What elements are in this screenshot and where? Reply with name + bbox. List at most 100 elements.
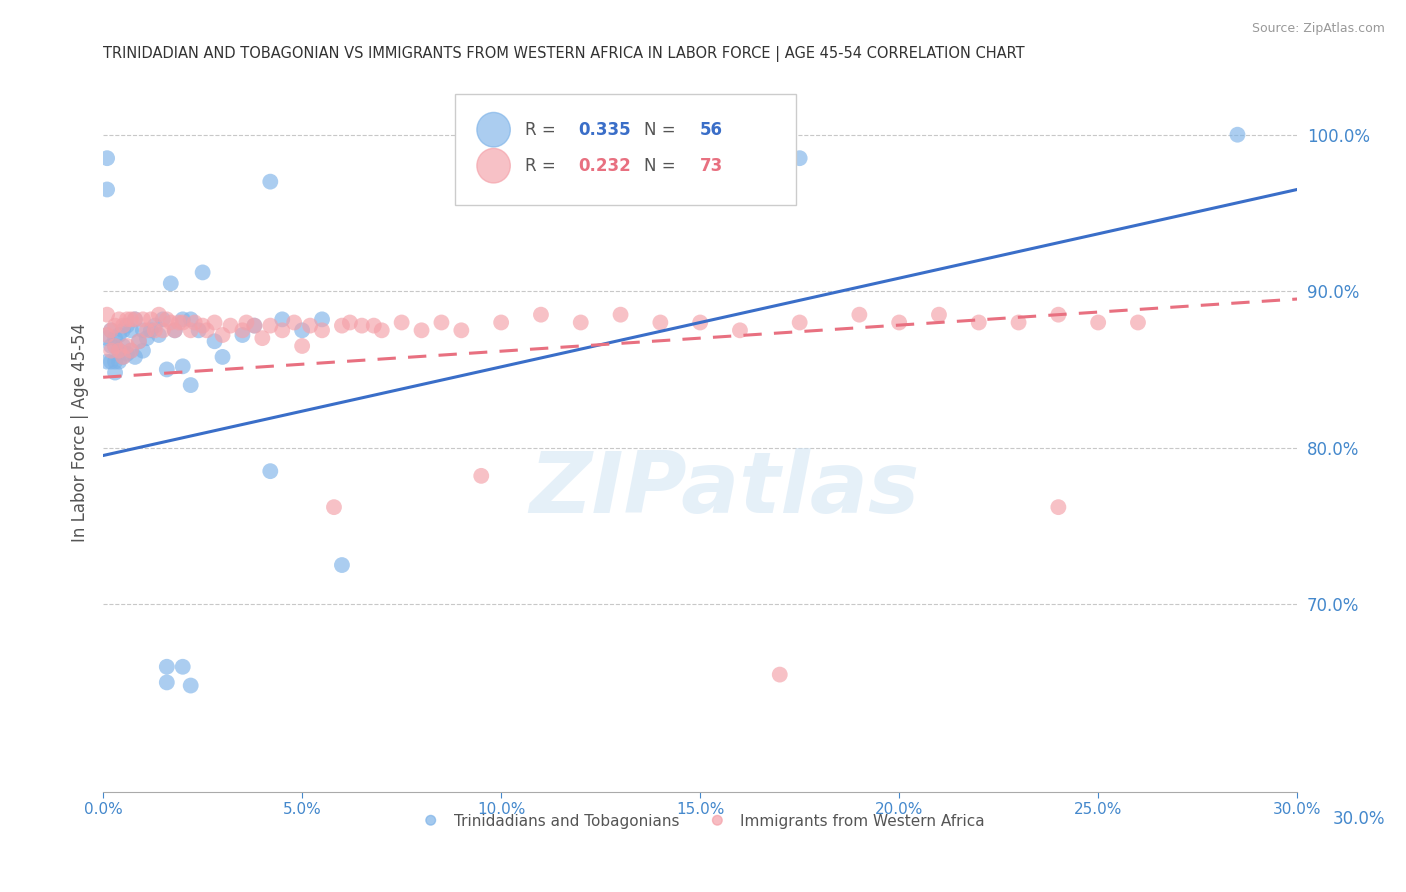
Text: ZIPatlas: ZIPatlas	[529, 448, 920, 531]
Point	[96, 182, 118, 196]
Point	[371, 323, 394, 337]
Point	[259, 318, 281, 333]
Point	[1126, 316, 1149, 330]
Point	[728, 323, 751, 337]
Point	[100, 323, 122, 337]
Text: R =: R =	[524, 157, 561, 175]
Point	[172, 359, 194, 374]
Point	[180, 323, 202, 337]
Point	[143, 323, 166, 337]
Point	[96, 331, 118, 345]
Point	[139, 323, 162, 337]
Point	[132, 323, 155, 337]
Point	[411, 323, 433, 337]
Point	[135, 331, 157, 345]
Y-axis label: In Labor Force | Age 45-54: In Labor Force | Age 45-54	[72, 323, 89, 541]
Point	[928, 308, 950, 322]
Text: N =: N =	[644, 120, 681, 138]
Point	[180, 378, 202, 392]
Point	[211, 328, 233, 343]
Point	[159, 277, 181, 291]
Text: Source: ZipAtlas.com: Source: ZipAtlas.com	[1251, 22, 1385, 36]
Point	[259, 464, 281, 478]
Point	[172, 312, 194, 326]
Point	[96, 151, 118, 165]
Text: N =: N =	[644, 157, 681, 175]
Point	[104, 339, 127, 353]
Point	[311, 312, 333, 326]
Point	[96, 308, 118, 322]
Ellipse shape	[477, 148, 510, 183]
Point	[112, 350, 135, 364]
Point	[120, 343, 142, 358]
Text: 0.335: 0.335	[578, 120, 631, 138]
Point	[156, 312, 179, 326]
Point	[104, 354, 127, 368]
Point	[789, 316, 811, 330]
Point	[115, 318, 138, 333]
Point	[252, 331, 274, 345]
Point	[132, 312, 155, 326]
Point	[363, 318, 385, 333]
Point	[187, 323, 209, 337]
Point	[350, 318, 373, 333]
Point	[191, 265, 214, 279]
Point	[100, 339, 122, 353]
Point	[172, 316, 194, 330]
Point	[489, 316, 512, 330]
Point	[148, 308, 170, 322]
Point	[180, 679, 202, 693]
Point	[108, 328, 131, 343]
Point	[1226, 128, 1249, 142]
Point	[115, 312, 138, 326]
Point	[108, 343, 131, 358]
Point	[470, 468, 492, 483]
Point	[124, 312, 146, 326]
Point	[299, 318, 322, 333]
Point	[339, 316, 361, 330]
Point	[128, 334, 150, 349]
Point	[152, 312, 174, 326]
Point	[120, 312, 142, 326]
Point	[291, 323, 314, 337]
Point	[430, 316, 453, 330]
Point	[112, 323, 135, 337]
Point	[167, 316, 190, 330]
Point	[96, 328, 118, 343]
Point	[120, 323, 142, 337]
Point	[183, 316, 205, 330]
Point	[243, 318, 266, 333]
Point	[128, 334, 150, 349]
Point	[259, 175, 281, 189]
Point	[569, 316, 592, 330]
Point	[163, 323, 186, 337]
Point	[330, 318, 353, 333]
Ellipse shape	[477, 112, 510, 147]
Point	[135, 323, 157, 337]
Point	[609, 308, 631, 322]
Point	[172, 659, 194, 673]
Point	[143, 318, 166, 333]
Text: 0.232: 0.232	[578, 157, 631, 175]
Point	[148, 328, 170, 343]
Point	[115, 339, 138, 353]
Point	[195, 323, 218, 337]
Point	[100, 354, 122, 368]
Point	[100, 323, 122, 337]
Point	[156, 362, 179, 376]
Point	[243, 318, 266, 333]
Point	[789, 151, 811, 165]
Point	[108, 343, 131, 358]
Point	[115, 347, 138, 361]
Point	[848, 308, 870, 322]
Point	[108, 312, 131, 326]
Point	[100, 343, 122, 358]
Point	[156, 659, 179, 673]
Point	[271, 323, 294, 337]
Legend: Trinidadians and Tobagonians, Immigrants from Western Africa: Trinidadians and Tobagonians, Immigrants…	[409, 807, 991, 835]
Point	[231, 323, 253, 337]
Point	[112, 318, 135, 333]
Point	[159, 316, 181, 330]
Point	[139, 312, 162, 326]
Point	[108, 354, 131, 368]
